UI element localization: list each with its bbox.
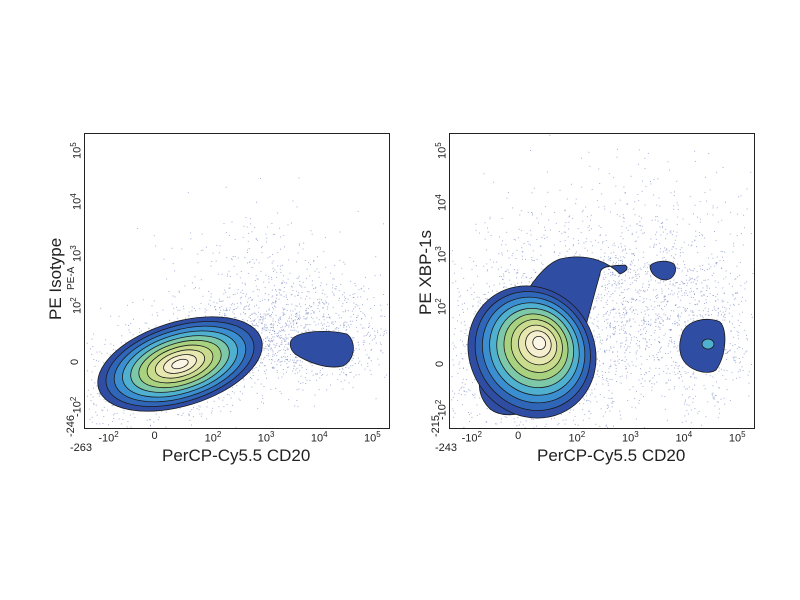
x-tick-label: -102 — [98, 430, 119, 445]
contour-inner-cd20-right — [701, 338, 715, 350]
y-tick-label: 104 — [434, 194, 449, 211]
x-tick-label: 0 — [515, 430, 522, 442]
x-tick-label: -243 — [435, 442, 458, 454]
x-tick-label: 105 — [728, 430, 746, 445]
x-tick-label: 104 — [675, 430, 693, 445]
x-tick-label: 102 — [568, 430, 586, 445]
y-tick-label: 0 — [434, 361, 446, 368]
x-axis-label-left: PerCP-Cy5.5 CD20 — [162, 446, 311, 465]
y-axis-label-right: PE XBP-1s — [416, 229, 435, 315]
y-tick-label: 103 — [434, 246, 449, 264]
y-tick-label: 105 — [434, 142, 449, 159]
x-tick-label: 103 — [257, 430, 275, 445]
y-tick-label: -102 — [434, 399, 449, 420]
scatter-events — [137, 177, 384, 374]
contour-plot-right — [451, 134, 754, 428]
contour-main-left — [97, 316, 263, 412]
x-tick-label: 102 — [204, 430, 222, 445]
plot-area-left — [84, 133, 390, 429]
plot-panel-left: PerCP-Cy5.5 CD20 PE Isotype PE-A -263 -10… — [46, 133, 390, 465]
x-tick-label: 0 — [151, 430, 158, 442]
population-upper-right — [649, 260, 676, 281]
scatter-events — [602, 208, 753, 426]
population-cd20-left — [289, 330, 354, 368]
x-tick-label: 104 — [310, 430, 328, 445]
plot-area-right — [449, 133, 755, 429]
contour-main-right — [467, 285, 597, 419]
x-tick-label: -102 — [461, 430, 482, 445]
y-tick-label: 102 — [434, 298, 449, 316]
contour-plot-left — [86, 177, 388, 428]
x-tick-label: 103 — [621, 430, 639, 445]
x-axis-label-right: PerCP-Cy5.5 CD20 — [537, 446, 686, 465]
x-tick-label: -263 — [70, 442, 93, 454]
x-tick-label: 105 — [364, 430, 381, 445]
